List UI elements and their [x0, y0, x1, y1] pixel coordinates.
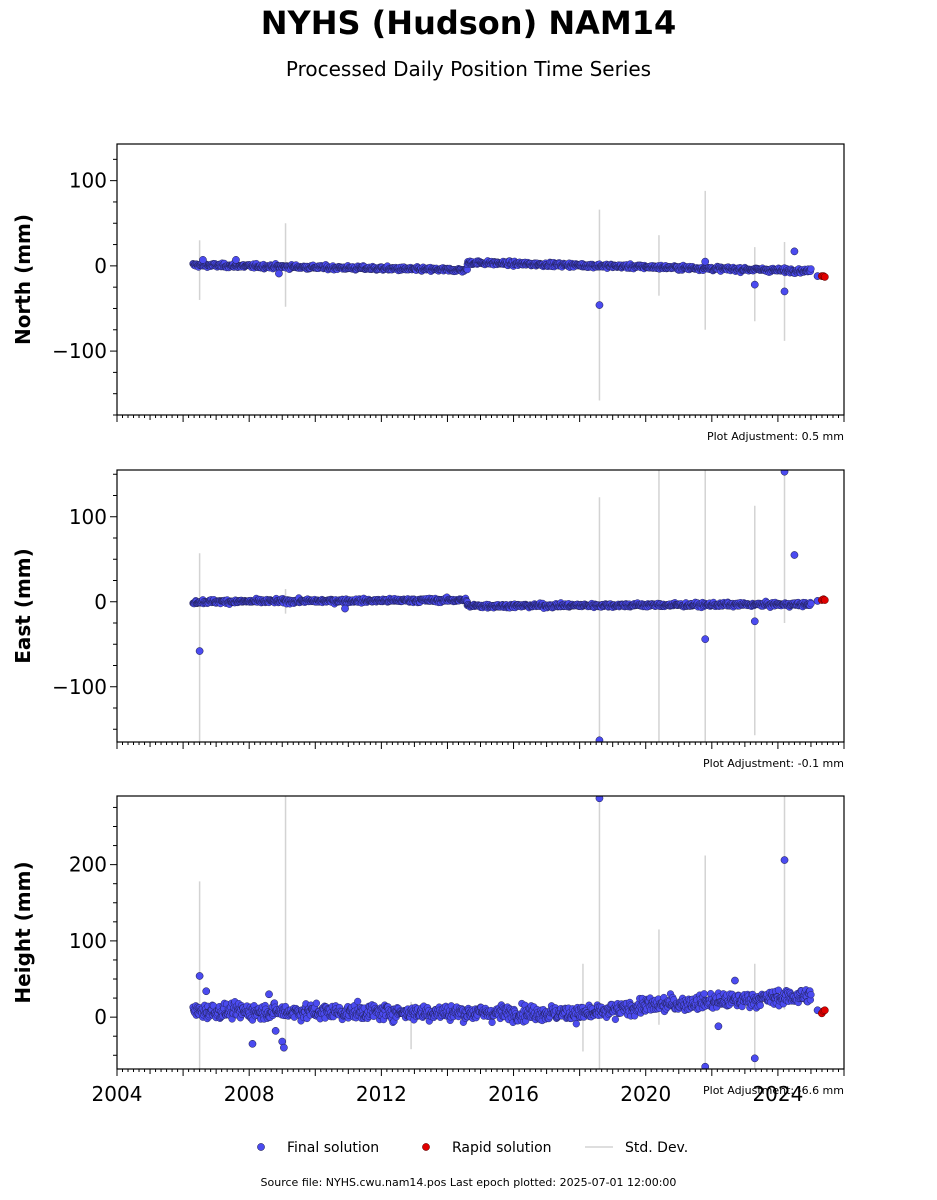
chart-subtitle: Processed Daily Position Time Series	[285, 57, 652, 81]
legend-final-label: Final solution	[287, 1140, 379, 1156]
legend: Final solution Rapid solution Std. Dev.	[257, 1140, 688, 1156]
y-axis-label-1: East (mm)	[11, 548, 35, 664]
panel-0: 100 0 −100 North (mm) Plot Adjustment: 0.5 m…	[11, 143, 845, 443]
final-points-0	[189, 257, 815, 278]
x-tick-label-1: 2008	[224, 1082, 275, 1106]
outlier-point-0-0	[199, 256, 207, 264]
outlier-point-2-12	[780, 856, 789, 864]
outlier-point-2-10	[731, 976, 739, 985]
x-tick-label-2: 2012	[356, 1082, 407, 1106]
y-tick-label-1-1: 0	[94, 590, 107, 614]
outlier-point-2-3	[265, 990, 273, 999]
outlier-point-2-8	[701, 1062, 710, 1069]
x-tick-label-4: 2020	[620, 1082, 671, 1106]
x-tick-label-5: 2024	[752, 1082, 803, 1106]
final-point	[312, 999, 321, 1007]
y-axis-label-2: Height (mm)	[11, 861, 35, 1003]
outlier-point-0-7	[790, 247, 799, 256]
outlier-point-2-7	[595, 796, 604, 803]
x-tick-label-3: 2016	[488, 1082, 539, 1106]
final-point	[611, 1015, 620, 1024]
outlier-point-2-0	[195, 972, 204, 980]
panel-1: 100 0 −100 East (mm) Plot Adjustment: -0.1 m…	[11, 469, 845, 770]
final-point	[807, 991, 815, 999]
final-point	[774, 986, 783, 994]
outlier-point-0-4	[701, 257, 710, 266]
plot-adjustment-1: Plot Adjustment: -0.1 mm	[703, 757, 844, 770]
final-point	[807, 600, 815, 608]
legend-rapid-label: Rapid solution	[452, 1140, 552, 1156]
source-file-note: Source file: NYHS.cwu.nam14.pos Last epo…	[260, 1176, 677, 1189]
outlier-point-1-0	[195, 647, 204, 655]
final-point	[700, 990, 708, 998]
legend-stddev-label: Std. Dev.	[625, 1140, 688, 1156]
plot-area-2	[189, 796, 829, 1069]
plot-adjustment-0: Plot Adjustment: 0.5 mm	[707, 430, 844, 443]
outlier-point-1-6	[790, 551, 799, 559]
x-tick-label-0: 2004	[92, 1082, 143, 1106]
outlier-point-2-9	[714, 1022, 723, 1031]
outlier-point-2-6	[280, 1043, 288, 1052]
y-axis-label-0: North (mm)	[11, 214, 35, 345]
outlier-point-0-6	[780, 287, 789, 296]
outlier-point-1-4	[750, 617, 759, 626]
final-points-2	[189, 986, 815, 1028]
y-tick-label-0-2: −100	[52, 339, 107, 363]
outlier-point-2-1	[202, 987, 211, 996]
outlier-point-1-3	[701, 635, 710, 644]
rapid-point-1-2	[820, 596, 829, 604]
plot-area-0	[189, 190, 829, 401]
rapid-point-2-2	[820, 1006, 829, 1015]
outlier-point-0-3	[595, 301, 604, 309]
outlier-point-2-4	[271, 1027, 280, 1035]
outlier-point-1-2	[595, 736, 604, 742]
final-point	[572, 1020, 580, 1028]
panel-2: 200 100 0 Height (mm) Plot Adjustment: -6.6 …	[11, 795, 845, 1097]
y-tick-label-2-2: 0	[94, 1005, 107, 1029]
final-point	[756, 1001, 764, 1010]
outlier-point-0-1	[232, 256, 240, 264]
final-point	[354, 997, 362, 1006]
y-tick-label-1-2: −100	[52, 675, 107, 699]
chart-title: NYHS (Hudson) NAM14	[260, 4, 677, 42]
y-tick-label-0-0: 100	[69, 169, 107, 193]
outlier-point-2-11	[750, 1054, 759, 1063]
plot-adjustment-2: Plot Adjustment: -6.6 mm	[703, 1084, 844, 1097]
panel-frame-0	[116, 143, 845, 416]
legend-final-marker	[257, 1143, 265, 1151]
outlier-point-2-2	[248, 1039, 257, 1048]
y-tick-label-1-0: 100	[69, 505, 107, 529]
final-point	[488, 1018, 496, 1027]
final-points-1	[189, 593, 815, 612]
panel-frame-2	[116, 795, 845, 1070]
legend-rapid-marker	[422, 1143, 430, 1151]
outlier-point-0-2	[275, 269, 283, 278]
final-point	[807, 265, 815, 273]
outlier-point-0-5	[750, 280, 759, 289]
y-tick-label-2-1: 100	[69, 929, 107, 953]
y-tick-label-2-0: 200	[69, 853, 107, 877]
outlier-point-1-1	[341, 604, 349, 613]
y-tick-label-0-1: 0	[94, 254, 107, 278]
outlier-point-1-5	[780, 470, 789, 476]
rapid-point-0-2	[820, 273, 829, 281]
plot-area-1	[189, 470, 829, 742]
